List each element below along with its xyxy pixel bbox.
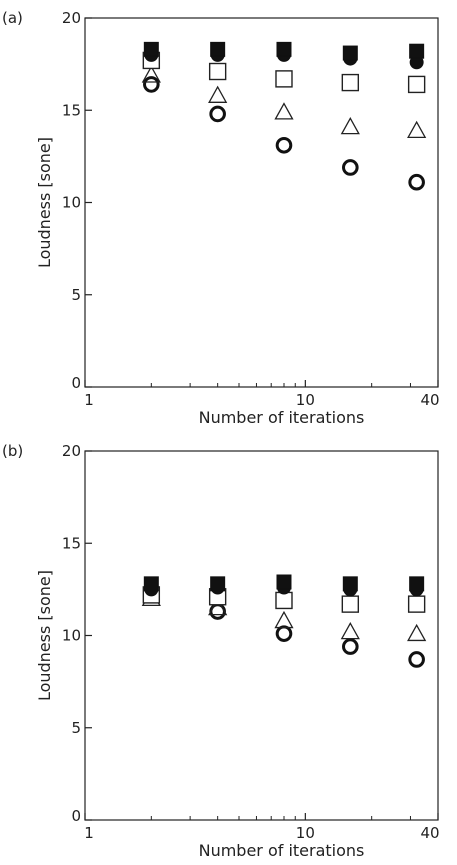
series-filled-square xyxy=(143,41,425,61)
data-point-filled-square xyxy=(342,45,358,61)
data-point-open-square xyxy=(275,70,293,88)
x-tick-label: 40 xyxy=(420,391,439,409)
data-point-open-square xyxy=(341,595,360,613)
data-point-open-circle xyxy=(143,76,160,93)
data-point-open-triangle xyxy=(274,610,294,629)
chart-panel-a: 0 5 10 15 20 1 10 40 Number of iterations Loudnes… xyxy=(2,9,440,427)
data-point-open-triangle xyxy=(407,120,427,138)
data-point-open-square xyxy=(407,595,426,613)
x-tick-label: 40 xyxy=(420,824,439,842)
y-axis-label: Loudness [sone] xyxy=(35,137,54,268)
data-point-open-triangle xyxy=(208,597,228,616)
data-point-open-circle xyxy=(275,625,293,642)
data-point-filled-square xyxy=(276,41,292,57)
data-point-filled-square xyxy=(210,41,226,57)
data-point-open-circle xyxy=(342,159,359,176)
plot-frame xyxy=(84,450,439,821)
data-point-open-triangle xyxy=(340,117,360,135)
y-tick-label: 10 xyxy=(62,627,81,645)
data-point-open-circle xyxy=(408,173,425,191)
y-tick-label: 15 xyxy=(62,534,81,552)
data-point-open-circle xyxy=(209,105,226,123)
data-point-open-circle xyxy=(342,638,359,655)
data-point-open-triangle xyxy=(274,102,294,120)
panel-label: (b) xyxy=(2,442,23,460)
data-point-filled-square xyxy=(143,41,159,57)
x-tick-label: 10 xyxy=(296,391,315,409)
series-filled-square xyxy=(143,574,425,592)
y-tick-label: 5 xyxy=(71,719,81,737)
x-axis-label: Number of iterations xyxy=(199,841,365,860)
data-point-open-square xyxy=(341,73,360,92)
x-tick-label: 10 xyxy=(296,824,315,842)
panel-label: (a) xyxy=(2,9,23,27)
data-point-open-square xyxy=(208,62,227,81)
data-point-filled-square xyxy=(210,576,226,592)
data-point-open-triangle xyxy=(141,65,161,83)
plot-frame xyxy=(84,17,439,388)
data-point-open-triangle xyxy=(208,85,228,103)
chart-panel-b: 0 5 10 15 20 1 10 40 Number of iterations Loudnes… xyxy=(2,442,440,860)
y-tick-label: 0 xyxy=(71,807,81,825)
data-point-filled-square xyxy=(276,574,292,590)
data-point-open-square xyxy=(407,75,426,94)
data-point-open-circle xyxy=(408,651,425,668)
data-point-open-triangle xyxy=(340,621,360,640)
data-point-filled-square xyxy=(342,576,358,592)
y-tick-label: 20 xyxy=(62,442,81,460)
data-point-filled-square xyxy=(143,576,159,592)
x-axis-label: Number of iterations xyxy=(199,408,365,427)
series-open-triangle xyxy=(141,65,427,138)
y-tick-label: 20 xyxy=(62,9,81,27)
y-tick-label: 5 xyxy=(71,286,81,304)
data-point-filled-square xyxy=(409,43,425,59)
data-point-open-circle xyxy=(275,137,293,154)
y-tick-label: 15 xyxy=(62,101,81,119)
y-tick-label: 0 xyxy=(71,374,81,392)
data-point-open-triangle xyxy=(407,623,427,642)
series-open-circle xyxy=(143,76,425,191)
x-tick-label: 1 xyxy=(84,391,94,409)
x-tick-label: 1 xyxy=(84,824,94,842)
data-point-filled-square xyxy=(409,576,425,592)
y-tick-label: 10 xyxy=(62,194,81,212)
y-axis-label: Loudness [sone] xyxy=(35,570,54,701)
data-point-open-square xyxy=(275,591,293,610)
